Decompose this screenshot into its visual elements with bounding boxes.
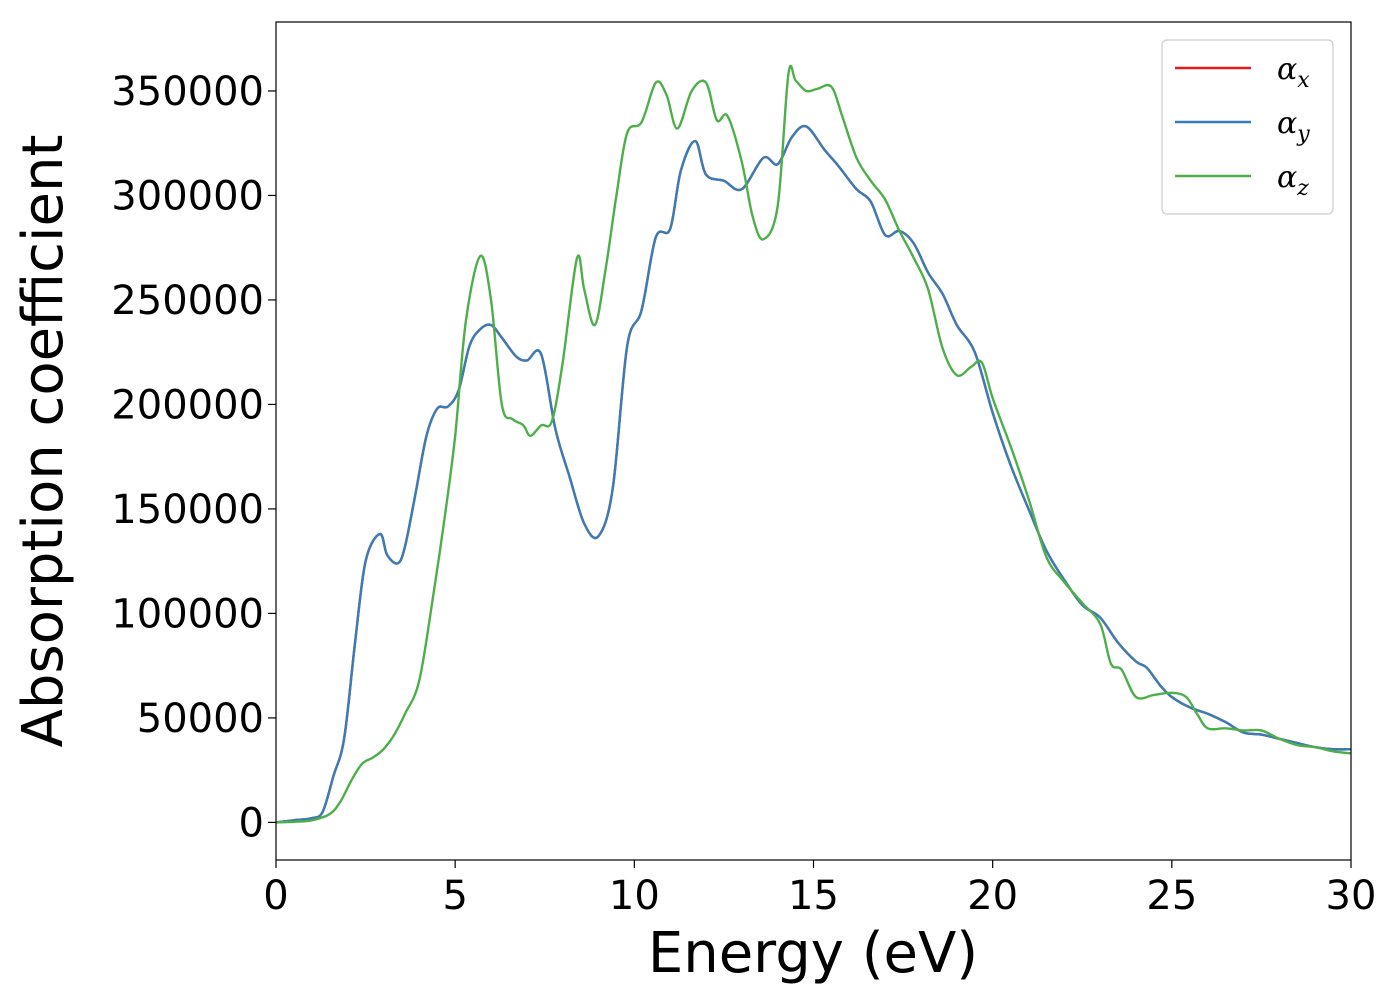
x-tick-label: 25 [1146, 873, 1197, 919]
series-line-z [275, 64, 1352, 824]
y-axis-title: Absorption coefficient [11, 135, 76, 748]
x-axis: 0 5 10 15 20 25 30 [263, 860, 1376, 919]
legend-label-z: αz [1277, 160, 1309, 201]
legend-label-x: αx [1277, 52, 1310, 93]
y-tick-label: 350000 [111, 69, 264, 115]
x-tick-label: 0 [263, 873, 288, 919]
y-tick-label: 0 [239, 800, 264, 846]
y-tick-label: 150000 [111, 487, 264, 533]
legend: αx αy αz [1161, 39, 1334, 215]
y-tick-label: 100000 [111, 591, 264, 637]
y-tick-label: 200000 [111, 382, 264, 428]
legend-box [1161, 39, 1334, 215]
y-tick-label: 250000 [111, 278, 264, 324]
y-tick-label: 300000 [111, 173, 264, 219]
x-tick-label: 20 [967, 873, 1018, 919]
y-tick-label: 50000 [137, 696, 264, 742]
x-tick-label: 15 [788, 873, 839, 919]
x-tick-label: 30 [1326, 873, 1377, 919]
x-tick-label: 10 [609, 873, 660, 919]
legend-label-y: αy [1277, 106, 1310, 147]
x-tick-label: 5 [442, 873, 467, 919]
series-layer [275, 64, 1352, 824]
x-axis-title: Energy (eV) [648, 921, 978, 986]
series-line-y [275, 124, 1352, 824]
y-axis: 0 50000 100000 150000 200000 250000 300000 3500… [111, 69, 276, 846]
